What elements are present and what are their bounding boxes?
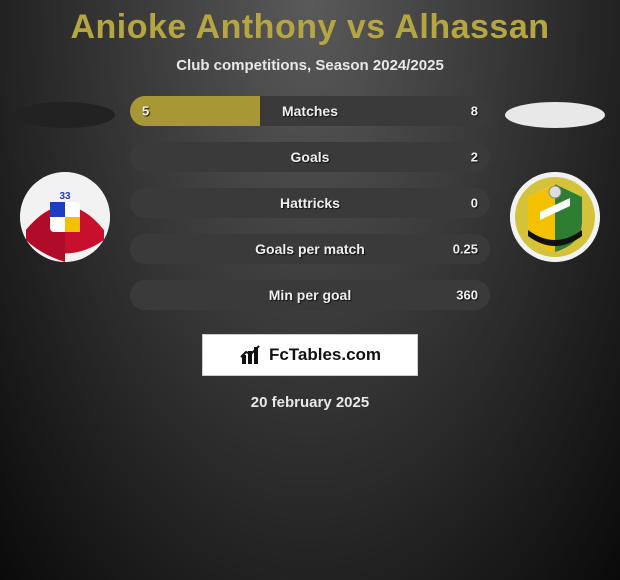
stat-bar: Hattricks 0 [130,188,490,218]
subtitle: Club competitions, Season 2024/2025 [0,57,620,74]
right-club-crest [510,172,600,262]
chart-icon [239,343,263,367]
left-player-indicator [15,102,115,128]
bar-value-left: 5 [142,104,149,119]
crest-right-icon [510,172,600,262]
bar-value-right: 0.25 [453,242,478,257]
bar-label: Matches [282,103,338,119]
stat-bars: 5 Matches 8 Goals 2 Hattricks 0 Goals per match… [130,96,490,310]
date-line: 20 february 2025 [0,394,620,411]
bar-label: Goals per match [255,241,365,257]
brand-badge[interactable]: FcTables.com [202,334,418,376]
page-title: Anioke Anthony vs Alhassan [0,8,620,47]
crest-left-icon: 33 [20,172,110,262]
comparison-card: Anioke Anthony vs Alhassan Club competit… [0,0,620,411]
bar-value-right: 0 [471,196,478,211]
bar-value-right: 360 [456,288,478,303]
bar-value-right: 2 [471,150,478,165]
stat-bar: Goals per match 0.25 [130,234,490,264]
svg-text:33: 33 [59,191,71,202]
stat-bar: 5 Matches 8 [130,96,490,126]
bar-label: Hattricks [280,195,340,211]
right-player-indicator [505,102,605,128]
bar-fill-left [130,96,260,126]
bar-value-right: 8 [471,104,478,119]
brand-text: FcTables.com [269,345,381,365]
bar-label: Min per goal [269,287,351,303]
stat-bar: Min per goal 360 [130,280,490,310]
bar-label: Goals [291,149,330,165]
stat-bar: Goals 2 [130,142,490,172]
right-player-col [500,96,610,262]
main-row: 33 5 Matches 8 Goals 2 Hattricks 0 Goals per ma… [0,96,620,310]
left-player-col: 33 [10,96,120,262]
left-club-crest: 33 [20,172,110,262]
